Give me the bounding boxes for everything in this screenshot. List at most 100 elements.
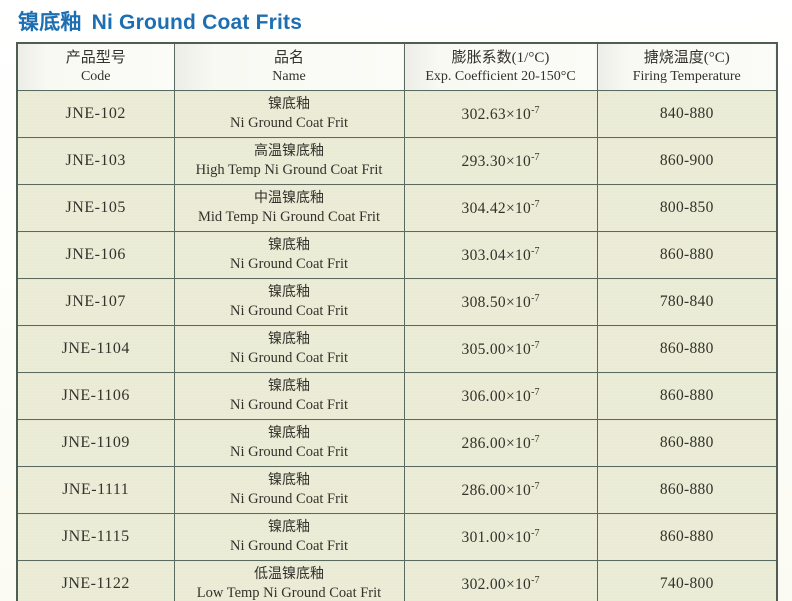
product-code: JNE-1122 [61, 575, 130, 592]
product-name-en: Ni Ground Coat Frit [229, 115, 348, 131]
header-label-en: Name [272, 68, 306, 84]
product-code: JNE-1109 [61, 434, 130, 451]
header-label-cn: 搪烧温度(°C) [643, 49, 730, 66]
coefficient-times-ten: ×10 [505, 246, 532, 264]
product-name-cn: 中温镍底釉 [254, 191, 324, 206]
expansion-coefficient: 286.00×10-7 [462, 433, 540, 451]
firing-temperature: 860-880 [659, 481, 714, 498]
coefficient-times-ten: ×10 [505, 528, 532, 546]
table-row: JNE-1122 低温镍底釉 Low Temp Ni Ground Coat Fri… [16, 560, 778, 601]
coefficient-times-ten: ×10 [505, 293, 532, 311]
firing-temperature: 860-880 [659, 387, 714, 404]
product-name-en: Ni Ground Coat Frit [229, 256, 348, 272]
firing-temperature: 840-880 [659, 105, 714, 122]
name-cell: 低温镍底釉 Low Temp Ni Ground Coat Frit [173, 560, 405, 601]
expansion-coefficient: 293.30×10-7 [461, 151, 540, 170]
name-cell: 镍底釉 Ni Ground Coat Frit [173, 513, 405, 561]
firing-temperature-cell: 800-850 [596, 184, 778, 232]
coefficient-mantissa: 302.00 [461, 575, 506, 593]
firing-temperature: 860-880 [659, 528, 714, 545]
product-code: JNE-106 [65, 246, 126, 263]
product-name-en: Low Temp Ni Ground Coat Frit [196, 585, 382, 601]
coefficient-mantissa: 304.42 [461, 199, 506, 217]
expansion-coefficient: 303.04×10-7 [462, 245, 540, 264]
product-name-cn: 镍底釉 [268, 97, 310, 112]
name-cell: 中温镍底釉 Mid Temp Ni Ground Coat Frit [173, 184, 405, 232]
name-cell: 镍底釉 Ni Ground Coat Frit [173, 231, 405, 279]
name-cell: 镍底釉 Ni Ground Coat Frit [173, 278, 405, 326]
coefficient-times-ten: ×10 [505, 340, 532, 358]
table-row: JNE-1106 镍底釉 Ni Ground Coat Frit 306.00×10-… [16, 372, 778, 420]
page-title-chinese: 镍底釉 [18, 11, 82, 34]
product-name-cn: 镍底釉 [268, 379, 310, 394]
firing-temperature: 860-880 [659, 246, 714, 263]
coefficient-times-ten: ×10 [505, 199, 532, 217]
coefficient-times-ten: ×10 [505, 105, 532, 123]
header-label-cn: 膨胀系数(1/°C) [451, 49, 550, 66]
firing-temperature-cell: 840-880 [596, 90, 778, 138]
coefficient-cell: 301.00×10-7 [403, 513, 598, 561]
coefficient-cell: 302.63×10-7 [403, 90, 598, 138]
code-cell: JNE-1115 [16, 513, 175, 561]
name-cell: 镍底釉 Ni Ground Coat Frit [173, 419, 405, 467]
product-name-en: Ni Ground Coat Frit [229, 350, 348, 366]
expansion-coefficient: 286.00×10-7 [461, 480, 540, 499]
header-label-cn: 产品型号 [65, 49, 126, 66]
firing-temperature: 740-800 [659, 575, 714, 592]
coefficient-exponent: -7 [531, 527, 540, 539]
coefficient-cell: 308.50×10-7 [403, 278, 598, 326]
code-cell: JNE-1122 [16, 560, 175, 601]
coefficient-mantissa: 293.30 [461, 152, 506, 170]
firing-temperature-cell: 860-900 [596, 137, 778, 185]
product-name-cn: 镍底釉 [268, 285, 310, 300]
coefficient-mantissa: 301.00 [461, 528, 506, 546]
coefficient-exponent: -7 [531, 339, 540, 351]
coefficient-mantissa: 286.00 [461, 481, 506, 499]
code-cell: JNE-1106 [16, 372, 175, 420]
firing-temperature-cell: 860-880 [596, 231, 778, 279]
expansion-coefficient: 301.00×10-7 [461, 527, 540, 546]
product-code: JNE-1111 [62, 481, 130, 498]
coefficient-exponent: -7 [531, 386, 540, 398]
name-cell: 镍底釉 Ni Ground Coat Frit [173, 372, 405, 420]
expansion-coefficient: 304.42×10-7 [461, 198, 540, 217]
code-cell: JNE-107 [16, 278, 175, 326]
coefficient-mantissa: 308.50 [461, 293, 506, 311]
coefficient-exponent: -7 [531, 198, 540, 210]
header-label-en: Firing Temperature [632, 68, 741, 84]
product-name-en: Ni Ground Coat Frit [229, 491, 348, 507]
code-cell: JNE-103 [16, 137, 175, 185]
coefficient-exponent: -7 [531, 433, 540, 445]
coefficient-exponent: -7 [531, 104, 540, 116]
table-row: JNE-106 镍底釉 Ni Ground Coat Frit 303.04×10-7… [16, 231, 778, 279]
header-label-en: Code [80, 68, 111, 84]
product-code: JNE-103 [65, 152, 126, 169]
firing-temperature-cell: 780-840 [596, 278, 778, 326]
expansion-coefficient: 302.63×10-7 [462, 104, 540, 123]
firing-temperature-cell: 860-880 [596, 419, 778, 467]
header-cell: 膨胀系数(1/°C) Exp. Coefficient 20-150°C [403, 42, 598, 91]
header-label-en: Exp. Coefficient 20-150°C [425, 68, 576, 84]
table-header: 产品型号 Code 品名 Name 膨胀系数(1/°C) Exp. Coefficient… [16, 42, 778, 91]
code-cell: JNE-106 [16, 231, 175, 279]
firing-temperature: 860-880 [659, 434, 714, 451]
table-row: JNE-1109 镍底釉 Ni Ground Coat Frit 286.00×10-… [16, 419, 778, 467]
coefficient-cell: 306.00×10-7 [403, 372, 598, 420]
table-row: JNE-107 镍底釉 Ni Ground Coat Frit 308.50×10-7… [16, 278, 778, 326]
product-code: JNE-1106 [61, 387, 130, 404]
coefficient-times-ten: ×10 [505, 387, 532, 405]
coefficient-times-ten: ×10 [505, 575, 532, 593]
table-row: JNE-1104 镍底釉 Ni Ground Coat Frit 305.00×10-… [16, 325, 778, 373]
table-row: JNE-1115 镍底釉 Ni Ground Coat Frit 301.00×10-… [16, 513, 778, 561]
header-cell: 搪烧温度(°C) Firing Temperature [596, 42, 778, 91]
header-row: 产品型号 Code 品名 Name 膨胀系数(1/°C) Exp. Coefficient… [16, 42, 778, 91]
frits-table: 产品型号 Code 品名 Name 膨胀系数(1/°C) Exp. Coefficient… [16, 42, 778, 601]
table-body: JNE-102 镍底釉 Ni Ground Coat Frit 302.63×10-7… [16, 90, 778, 601]
name-cell: 高温镍底釉 High Temp Ni Ground Coat Frit [173, 137, 405, 185]
firing-temperature: 860-880 [659, 340, 714, 357]
product-name-cn: 低温镍底釉 [254, 567, 324, 582]
coefficient-cell: 286.00×10-7 [403, 419, 598, 467]
product-name-en: Ni Ground Coat Frit [229, 444, 348, 460]
product-code: JNE-102 [65, 105, 126, 122]
